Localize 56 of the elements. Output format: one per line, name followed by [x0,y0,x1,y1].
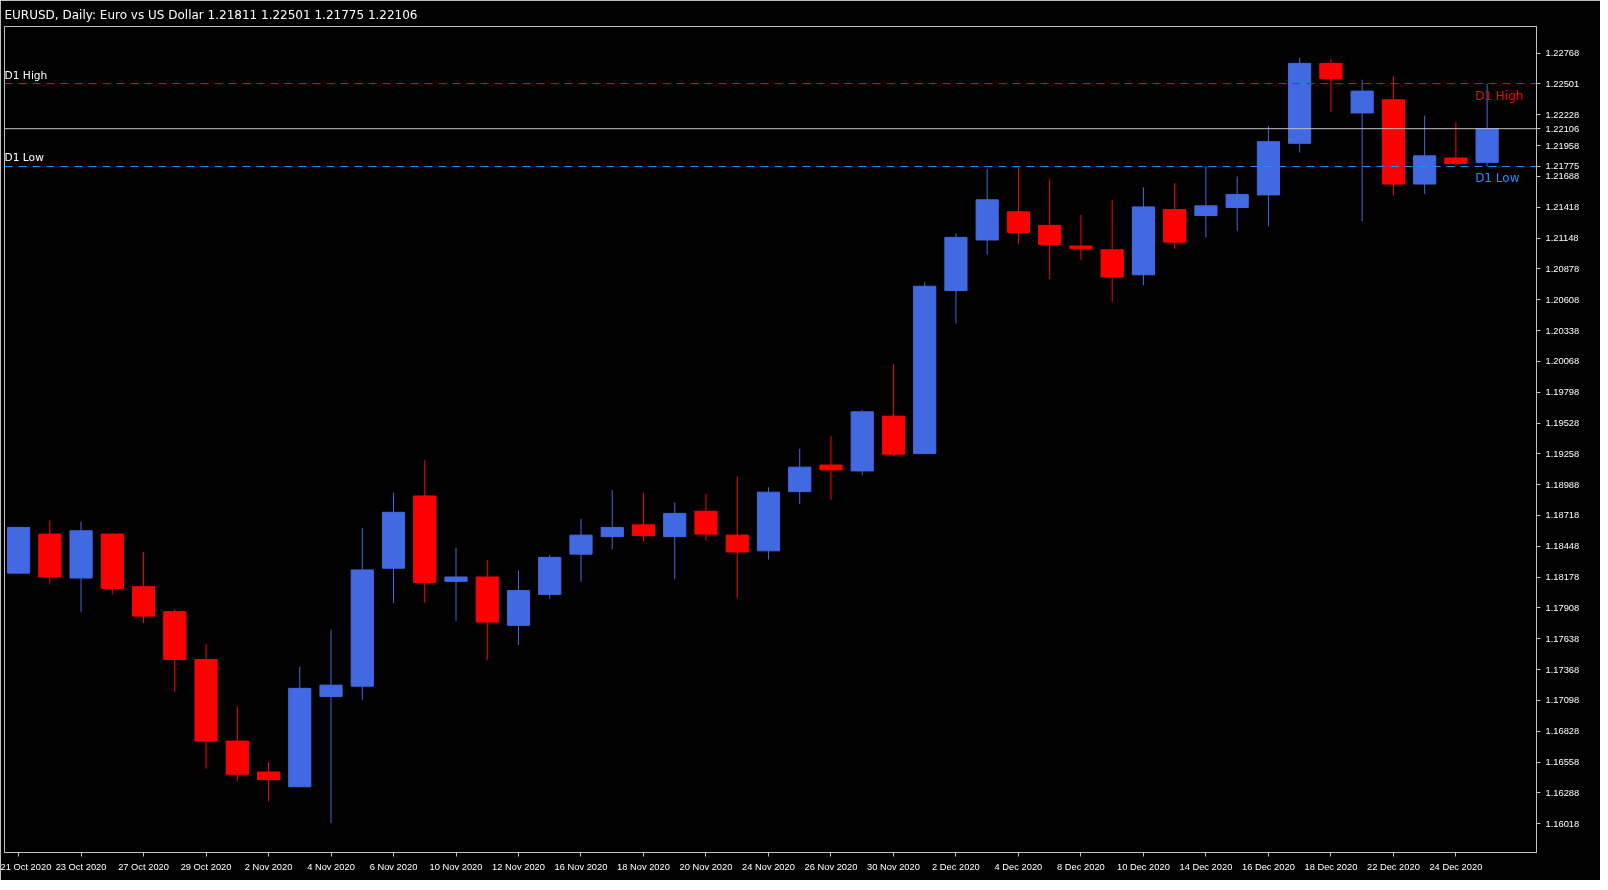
x-tick-label: 24 Dec 2020 [1429,861,1483,872]
y-tick-label: 1.22501 [1545,78,1580,89]
y-tick-label: 1.20338 [1545,325,1580,336]
x-tick-label: 8 Dec 2020 [1057,861,1105,872]
ref-line-label: D1 Low [4,151,45,165]
x-tick-label: 18 Nov 2020 [617,861,670,872]
y-tick-label: 1.16018 [1545,818,1580,829]
text: D1 Low [1475,171,1520,186]
x-tick-label: 23 Oct 2020 [55,861,107,872]
y-tick-label: 1.20878 [1545,263,1580,274]
x-tick-label: 22 Dec 2020 [1366,861,1420,872]
y-tick-label: 1.17638 [1545,633,1580,644]
x-tick-label: 4 Nov 2020 [307,861,355,872]
y-tick-label: 1.22106 [1545,123,1580,134]
x-tick-label: 2 Dec 2020 [932,861,980,872]
y-tick-label: 1.20068 [1545,356,1580,367]
x-tick-label: 20 Nov 2020 [679,861,733,872]
y-tick-label: 1.21148 [1545,233,1579,244]
y-tick-label: 1.21958 [1545,140,1580,151]
x-tick-label: 16 Dec 2020 [1241,861,1295,872]
x-tick-label: 29 Oct 2020 [180,861,232,872]
y-tick-label: 1.17098 [1545,695,1580,706]
x-tick-label: 12 Nov 2020 [492,861,545,872]
y-tick-label: 1.22768 [1545,48,1580,59]
y-tick-label: 1.19258 [1545,448,1580,459]
chart-title: EURUSD, Daily: Euro vs US Dollar 1.21811 1.22501 1.21775 1.22106 [4,7,418,22]
y-tick-label: 1.18448 [1545,541,1580,552]
y-tick-label: 1.20608 [1545,294,1580,305]
y-tick-label: 1.19798 [1545,387,1580,398]
y-tick-label: 1.18718 [1545,510,1580,521]
y-tick-label: 1.19528 [1545,418,1580,428]
y-tick-label: 1.17908 [1545,602,1580,613]
x-tick-label: 30 Nov 2020 [867,861,920,872]
ref-line-label: D1 High [4,68,48,82]
x-tick-label: 4 Dec 2020 [994,861,1043,872]
x-tick-label: 27 Oct 2020 [118,861,169,872]
y-tick-label: 1.18178 [1545,572,1580,583]
y-tick-label: 1.17368 [1545,664,1580,675]
y-tick-label: 1.22228 [1545,109,1580,120]
y-tick-label: 1.16558 [1545,757,1580,768]
y-tick-label: 1.21418 [1545,202,1580,213]
y-tick-label: 1.21688 [1545,171,1580,182]
y-tick-label: 1.21775 [1545,161,1580,172]
x-tick-label: 18 Dec 2020 [1304,861,1358,872]
x-tick-label: 10 Nov 2020 [429,861,483,872]
y-tick-label: 1.18988 [1545,479,1580,490]
x-tick-label: 6 Nov 2020 [369,861,418,872]
x-tick-label: 14 Dec 2020 [1179,861,1233,872]
x-tick-label: 2 Nov 2020 [244,861,293,872]
y-tick-label: 1.16288 [1545,787,1580,798]
x-tick-label: 21 Oct 2020 [0,861,52,872]
x-tick-label: 24 Nov 2020 [742,861,795,872]
x-tick-label: 26 Nov 2020 [804,861,858,872]
y-tick-label: 1.16828 [1545,726,1580,737]
x-tick-label: 16 Nov 2020 [554,861,608,872]
x-tick-label: 10 Dec 2020 [1116,861,1170,872]
